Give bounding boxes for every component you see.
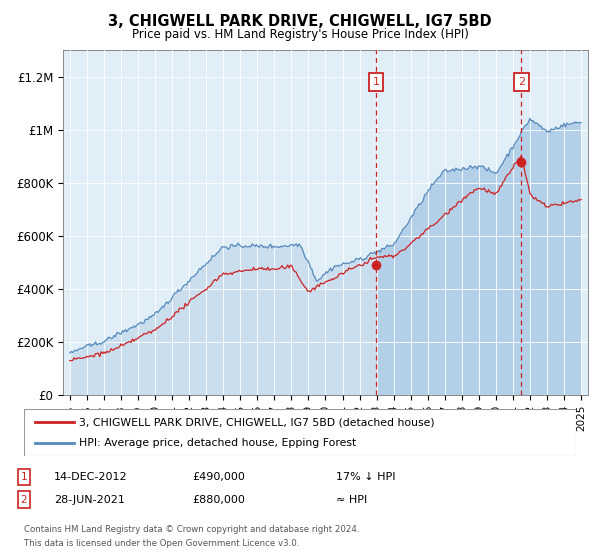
Text: 2: 2: [518, 77, 525, 87]
Text: 28-JUN-2021: 28-JUN-2021: [54, 494, 125, 505]
Text: ≈ HPI: ≈ HPI: [336, 494, 367, 505]
Text: This data is licensed under the Open Government Licence v3.0.: This data is licensed under the Open Gov…: [24, 539, 299, 548]
Text: 3, CHIGWELL PARK DRIVE, CHIGWELL, IG7 5BD: 3, CHIGWELL PARK DRIVE, CHIGWELL, IG7 5B…: [108, 14, 492, 29]
Text: HPI: Average price, detached house, Epping Forest: HPI: Average price, detached house, Eppi…: [79, 438, 356, 448]
Text: 2: 2: [20, 494, 28, 505]
Text: 14-DEC-2012: 14-DEC-2012: [54, 472, 128, 482]
Text: 1: 1: [373, 77, 379, 87]
Text: Price paid vs. HM Land Registry's House Price Index (HPI): Price paid vs. HM Land Registry's House …: [131, 28, 469, 41]
Text: 3, CHIGWELL PARK DRIVE, CHIGWELL, IG7 5BD (detached house): 3, CHIGWELL PARK DRIVE, CHIGWELL, IG7 5B…: [79, 417, 435, 427]
Text: Contains HM Land Registry data © Crown copyright and database right 2024.: Contains HM Land Registry data © Crown c…: [24, 525, 359, 534]
Text: £880,000: £880,000: [192, 494, 245, 505]
Text: £490,000: £490,000: [192, 472, 245, 482]
Text: 17% ↓ HPI: 17% ↓ HPI: [336, 472, 395, 482]
Text: 1: 1: [20, 472, 28, 482]
